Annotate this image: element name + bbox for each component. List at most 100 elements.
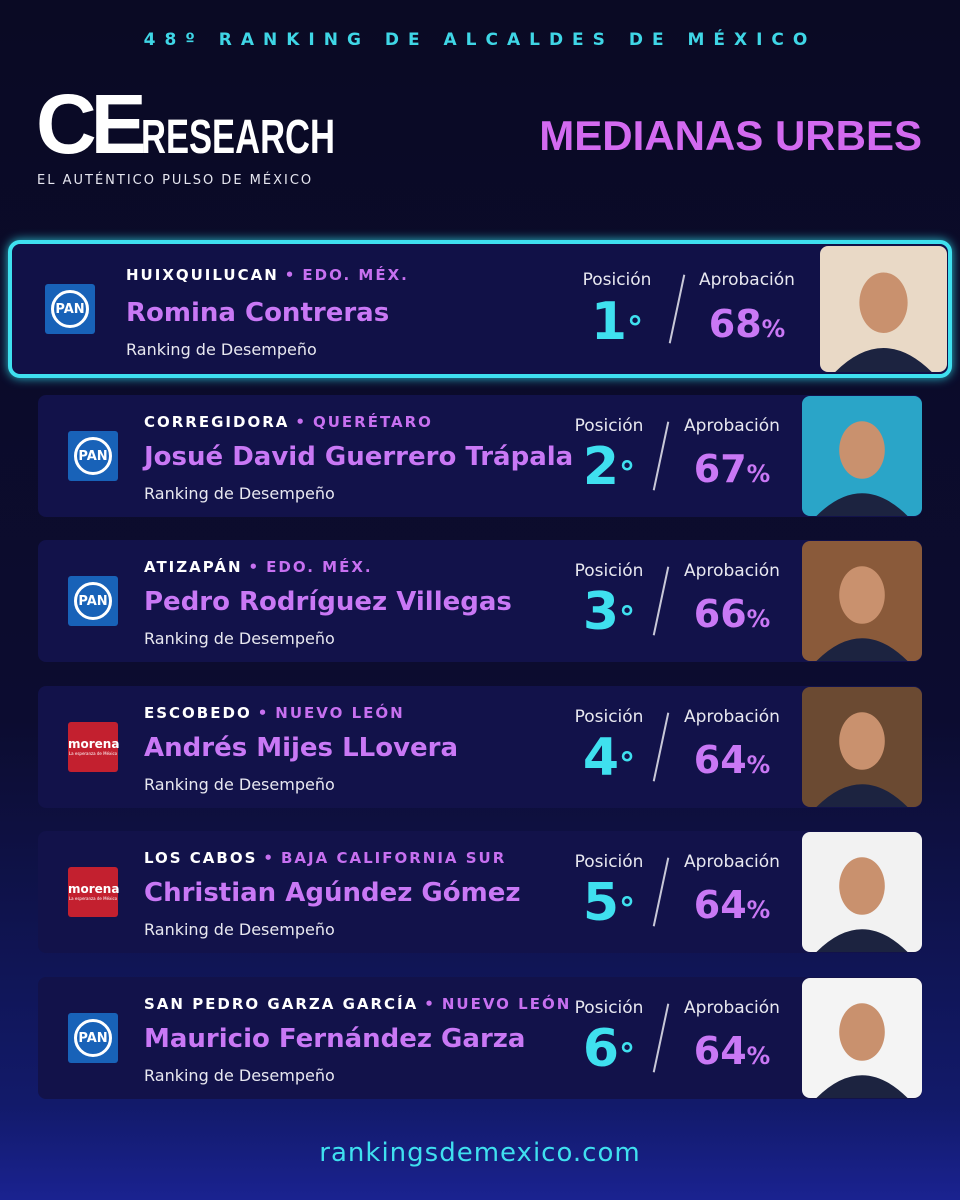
party-logo: PAN — [68, 576, 118, 626]
separator: • — [284, 266, 297, 284]
city: ESCOBEDO — [144, 704, 252, 722]
entry-card — [8, 240, 952, 378]
state: NUEVO LEÓN — [441, 995, 572, 1013]
entry-card — [38, 395, 922, 517]
state: BAJA CALIFORNIA SUR — [281, 849, 507, 867]
party-tagline: La esperanza de México — [68, 896, 118, 901]
party-logo: morena La esperanza de México — [68, 867, 119, 917]
silhouette — [816, 857, 908, 952]
photo — [820, 246, 947, 372]
position-label: Posición — [582, 270, 652, 290]
shoulders — [816, 929, 908, 952]
shoulders — [816, 638, 908, 661]
subtitle: Ranking de Desempeño — [144, 629, 335, 648]
party-logo: PAN — [68, 431, 118, 481]
party-name: PAN — [74, 1019, 112, 1057]
silhouette — [816, 712, 908, 807]
logo-text: RESEARCH — [140, 111, 335, 164]
rank: 2° — [582, 437, 636, 497]
approval: 67% — [693, 447, 771, 491]
state: EDO. MÉX. — [266, 558, 373, 576]
party-logo: morena La esperanza de México — [68, 722, 120, 772]
party-name: PAN — [74, 437, 112, 475]
unit: % — [746, 605, 771, 633]
city: ATIZAPÁN — [144, 558, 243, 576]
city: SAN PEDRO GARZA GARCÍA — [144, 995, 419, 1013]
party-name: morena — [68, 737, 120, 751]
party-logo: PAN — [68, 1013, 118, 1063]
unit: % — [746, 460, 771, 488]
face — [839, 857, 885, 915]
face — [839, 712, 885, 770]
position-label: Posición — [574, 561, 644, 581]
entry-card — [38, 977, 922, 1099]
approval: 68% — [708, 302, 786, 346]
unit: ° — [627, 309, 644, 347]
position-label: Posición — [574, 998, 644, 1018]
shoulders — [816, 493, 908, 516]
silhouette — [816, 1003, 908, 1098]
party-name: PAN — [74, 582, 112, 620]
party-name: PAN — [51, 290, 89, 328]
approval: 64% — [693, 883, 771, 927]
silhouette — [816, 421, 908, 516]
silhouette — [816, 566, 908, 661]
rank: 3° — [582, 582, 636, 642]
location: LOS CABOS • BAJA CALIFORNIA SUR — [144, 849, 506, 867]
rank: 6° — [582, 1019, 636, 1079]
entry-card — [38, 831, 922, 953]
mayor-name: Romina Contreras — [126, 298, 390, 328]
separator: • — [424, 995, 436, 1013]
unit: % — [746, 896, 771, 924]
shoulders — [816, 784, 908, 807]
state: NUEVO LEÓN — [275, 704, 405, 722]
approval: 64% — [693, 738, 771, 782]
approval: 66% — [693, 592, 771, 636]
rank: 4° — [582, 728, 636, 788]
location: SAN PEDRO GARZA GARCÍA • NUEVO LEÓN — [144, 995, 571, 1013]
logo-prefix: CE — [36, 77, 147, 171]
unit: % — [746, 1042, 771, 1070]
mayor-name: Christian Agúndez Gómez — [144, 878, 521, 908]
location: ESCOBEDO • NUEVO LEÓN — [144, 704, 405, 722]
party-tagline: La esperanza de México — [68, 751, 118, 756]
subtitle: Ranking de Desempeño — [126, 340, 317, 359]
position-label: Posición — [574, 707, 644, 727]
location: HUIXQUILUCAN • EDO. MÉX. — [126, 266, 409, 284]
approval-label: Aprobación — [699, 270, 795, 290]
entry-card — [38, 686, 922, 808]
mayor-name: Josué David Guerrero Trápala — [144, 442, 574, 472]
state: QUERÉTARO — [312, 413, 433, 431]
face — [859, 272, 908, 333]
kicker: 48º RANKING DE ALCALDES DE MÉXICO — [143, 30, 817, 50]
title: MEDIANAS URBES — [539, 112, 922, 159]
city: CORREGIDORA — [144, 413, 290, 431]
shoulders — [816, 1075, 908, 1098]
separator: • — [257, 704, 270, 722]
unit: ° — [619, 890, 636, 928]
subtitle: Ranking de Desempeño — [144, 1066, 335, 1085]
mayor-name: Andrés Mijes LLovera — [144, 733, 459, 763]
approval-label: Aprobación — [684, 998, 780, 1018]
separator: • — [248, 558, 261, 576]
mayor-name: Pedro Rodríguez Villegas — [144, 587, 512, 617]
silhouette — [835, 272, 932, 372]
footer-url: rankingsdemexico.com — [319, 1138, 641, 1168]
photo — [802, 832, 922, 952]
tagline: EL AUTÉNTICO PULSO DE MÉXICO — [37, 173, 314, 188]
shoulders — [835, 348, 932, 372]
entry-card — [38, 540, 922, 662]
location: CORREGIDORA • QUERÉTARO — [144, 413, 433, 431]
approval-label: Aprobación — [684, 416, 780, 436]
position-label: Posición — [574, 416, 644, 436]
face — [839, 421, 885, 479]
unit: % — [746, 751, 771, 779]
position-label: Posición — [574, 852, 644, 872]
approval: 64% — [693, 1029, 771, 1073]
state: EDO. MÉX. — [302, 266, 409, 284]
unit: ° — [619, 1036, 636, 1074]
rank: 1° — [590, 292, 644, 352]
party-logo: PAN — [45, 284, 95, 334]
separator: • — [295, 413, 307, 431]
